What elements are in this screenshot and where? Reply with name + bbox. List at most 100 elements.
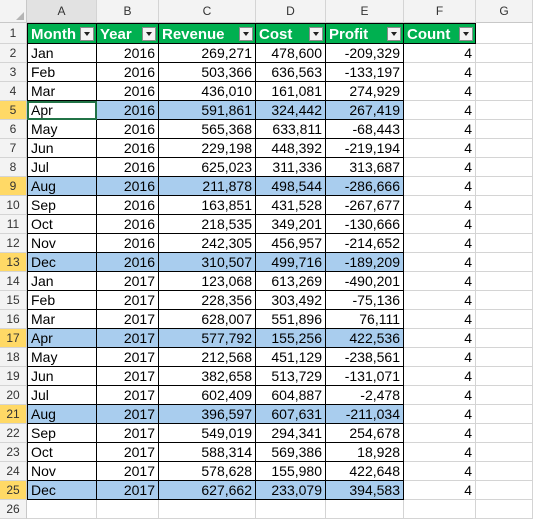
cell-profit[interactable]: 313,687 xyxy=(326,158,404,177)
cell-profit[interactable]: 254,678 xyxy=(326,424,404,443)
cell-g20[interactable] xyxy=(476,386,533,405)
column-header-c[interactable]: C xyxy=(159,0,256,23)
row-header-25[interactable]: 25 xyxy=(0,481,27,500)
cell-month[interactable]: May xyxy=(27,348,97,367)
cell-profit[interactable]: 18,928 xyxy=(326,443,404,462)
table-header-profit[interactable]: Profit xyxy=(326,23,404,44)
row-header-13[interactable]: 13 xyxy=(0,253,27,272)
cell-count[interactable]: 4 xyxy=(404,253,476,272)
cell-month[interactable]: Sep xyxy=(27,424,97,443)
cell-year[interactable]: 2016 xyxy=(97,63,159,82)
cell-revenue[interactable]: 242,305 xyxy=(159,234,256,253)
cell-month[interactable]: Apr xyxy=(27,329,97,348)
cell-year[interactable]: 2017 xyxy=(97,291,159,310)
cell-revenue[interactable]: 503,366 xyxy=(159,63,256,82)
cell-month[interactable]: Dec xyxy=(27,481,97,500)
cell-revenue[interactable]: 588,314 xyxy=(159,443,256,462)
cell-year[interactable]: 2016 xyxy=(97,158,159,177)
cell-year[interactable]: 2017 xyxy=(97,424,159,443)
cell-year[interactable]: 2016 xyxy=(97,139,159,158)
row-header-17[interactable]: 17 xyxy=(0,329,27,348)
cell-year[interactable]: 2017 xyxy=(97,348,159,367)
cell-cost[interactable]: 448,392 xyxy=(256,139,326,158)
cell-revenue[interactable]: 228,356 xyxy=(159,291,256,310)
cell-revenue[interactable]: 163,851 xyxy=(159,196,256,215)
cell-year[interactable]: 2016 xyxy=(97,120,159,139)
cell-profit[interactable]: -130,666 xyxy=(326,215,404,234)
cell-profit[interactable]: -219,194 xyxy=(326,139,404,158)
cell-month[interactable]: Apr xyxy=(27,101,97,120)
cell-g17[interactable] xyxy=(476,329,533,348)
column-header-g[interactable]: G xyxy=(476,0,533,23)
cell-cost[interactable]: 451,129 xyxy=(256,348,326,367)
cell-cost[interactable]: 324,442 xyxy=(256,101,326,120)
cell-month[interactable]: Aug xyxy=(27,405,97,424)
cell-count[interactable]: 4 xyxy=(404,405,476,424)
cell-revenue[interactable]: 382,658 xyxy=(159,367,256,386)
cell-cost[interactable]: 155,980 xyxy=(256,462,326,481)
cell-count[interactable]: 4 xyxy=(404,443,476,462)
cell-year[interactable]: 2017 xyxy=(97,272,159,291)
cell-count[interactable]: 4 xyxy=(404,367,476,386)
cell-revenue[interactable]: 628,007 xyxy=(159,310,256,329)
cell-revenue[interactable]: 123,068 xyxy=(159,272,256,291)
cell-count[interactable]: 4 xyxy=(404,196,476,215)
cell-g6[interactable] xyxy=(476,120,533,139)
cell-revenue[interactable]: 218,535 xyxy=(159,215,256,234)
cell-count[interactable]: 4 xyxy=(404,272,476,291)
row-header-15[interactable]: 15 xyxy=(0,291,27,310)
cell-cost[interactable]: 613,269 xyxy=(256,272,326,291)
cell-year[interactable]: 2017 xyxy=(97,481,159,500)
cell-count[interactable]: 4 xyxy=(404,139,476,158)
cell-g18[interactable] xyxy=(476,348,533,367)
cell-month[interactable]: Feb xyxy=(27,63,97,82)
cell-revenue[interactable]: 627,662 xyxy=(159,481,256,500)
cell-cost[interactable]: 303,492 xyxy=(256,291,326,310)
cell-year[interactable]: 2016 xyxy=(97,44,159,63)
cell-profit[interactable]: 274,929 xyxy=(326,82,404,101)
filter-dropdown-icon[interactable] xyxy=(459,27,473,41)
cell-count[interactable]: 4 xyxy=(404,82,476,101)
cell-profit[interactable]: -267,677 xyxy=(326,196,404,215)
cell-g22[interactable] xyxy=(476,424,533,443)
cell-cost[interactable]: 349,201 xyxy=(256,215,326,234)
table-header-year[interactable]: Year xyxy=(97,23,159,44)
cell-year[interactable]: 2016 xyxy=(97,215,159,234)
cell-profit[interactable]: -189,209 xyxy=(326,253,404,272)
table-header-cost[interactable]: Cost xyxy=(256,23,326,44)
cell-count[interactable]: 4 xyxy=(404,348,476,367)
row-header-19[interactable]: 19 xyxy=(0,367,27,386)
column-header-b[interactable]: B xyxy=(97,0,159,23)
row-header-4[interactable]: 4 xyxy=(0,82,27,101)
cell-cost[interactable]: 478,600 xyxy=(256,44,326,63)
cell-cost[interactable]: 431,528 xyxy=(256,196,326,215)
cell-year[interactable]: 2016 xyxy=(97,253,159,272)
cell-profit[interactable]: 422,648 xyxy=(326,462,404,481)
row-header-1[interactable]: 1 xyxy=(0,23,27,44)
filter-dropdown-icon[interactable] xyxy=(80,27,94,41)
cell-count[interactable]: 4 xyxy=(404,44,476,63)
cell-cost[interactable]: 499,716 xyxy=(256,253,326,272)
cell-profit[interactable]: 394,583 xyxy=(326,481,404,500)
cell-profit[interactable]: -68,443 xyxy=(326,120,404,139)
cell-month[interactable]: Oct xyxy=(27,443,97,462)
cell-year[interactable]: 2017 xyxy=(97,367,159,386)
row-header-7[interactable]: 7 xyxy=(0,139,27,158)
cell-month[interactable]: Feb xyxy=(27,291,97,310)
row-header-23[interactable]: 23 xyxy=(0,443,27,462)
row-header-3[interactable]: 3 xyxy=(0,63,27,82)
cell-cost[interactable]: 633,811 xyxy=(256,120,326,139)
row-header-10[interactable]: 10 xyxy=(0,196,27,215)
cell-g21[interactable] xyxy=(476,405,533,424)
cell-profit[interactable]: -490,201 xyxy=(326,272,404,291)
table-header-revenue[interactable]: Revenue xyxy=(159,23,256,44)
cell-year[interactable]: 2017 xyxy=(97,329,159,348)
cell-profit[interactable]: -133,197 xyxy=(326,63,404,82)
cell-month[interactable]: Oct xyxy=(27,215,97,234)
filter-dropdown-icon[interactable] xyxy=(142,27,156,41)
filter-dropdown-icon[interactable] xyxy=(387,27,401,41)
cell-year[interactable]: 2016 xyxy=(97,234,159,253)
cell-count[interactable]: 4 xyxy=(404,215,476,234)
cell-g3[interactable] xyxy=(476,63,533,82)
